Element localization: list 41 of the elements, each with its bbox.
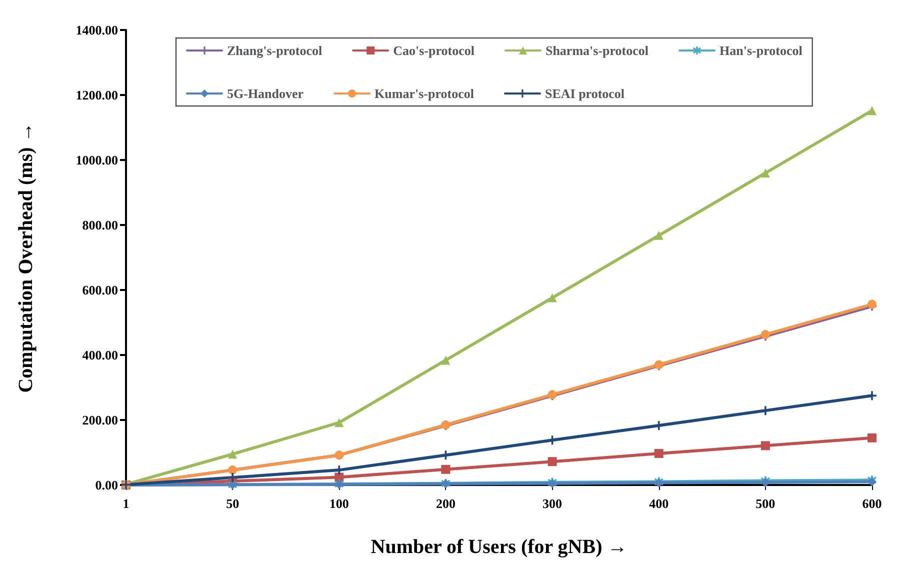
point [868, 106, 876, 116]
y-tick-label: 1400.00 [76, 22, 118, 38]
point [334, 418, 344, 428]
point [868, 391, 876, 400]
x-tick-label: 600 [862, 496, 882, 511]
x-tick-label: 1 [122, 496, 130, 511]
point [760, 441, 770, 450]
point [654, 448, 664, 458]
point [548, 457, 557, 466]
legend-label: 5G-Handover [227, 86, 304, 101]
y-tick-label: 0.00 [95, 478, 118, 492]
point [228, 450, 238, 459]
legend-label: Kumar's-protocol [374, 86, 474, 101]
x-tick-label: 50 [226, 496, 240, 511]
legend-label: Sharma's-protocol [545, 43, 649, 58]
x-tick-label: 500 [756, 496, 776, 511]
x-tick-label: 300 [542, 496, 562, 511]
point [441, 464, 450, 474]
legend-label: Cao's-protocol [393, 43, 475, 58]
y-axis-title: Computation Overhead (ms) → [15, 122, 37, 393]
x-tick-label: 400 [649, 496, 669, 511]
y-tick-label: 1000.00 [76, 152, 118, 168]
point [548, 293, 557, 302]
legend-label: Han's-protocol [720, 43, 803, 58]
y-tick-label: 400.00 [82, 348, 118, 362]
point [760, 406, 770, 416]
point [760, 168, 770, 178]
x-tick-label: 100 [329, 496, 349, 511]
y-tick-label: 1200.00 [76, 88, 118, 102]
y-tick-label: 200.00 [82, 412, 118, 428]
point [228, 473, 238, 482]
point [654, 421, 664, 430]
point [654, 230, 664, 240]
legend-label: Zhang's-protocol [227, 43, 322, 58]
point [868, 433, 876, 442]
legend-label: SEAI protocol [544, 86, 625, 101]
point [441, 356, 450, 365]
x-tick-label: 200 [436, 496, 456, 511]
y-tick-label: 800.00 [82, 218, 118, 232]
y-tick-label: 600.00 [82, 282, 118, 298]
x-axis-title: Number of Users (for gNB) → [370, 536, 628, 558]
